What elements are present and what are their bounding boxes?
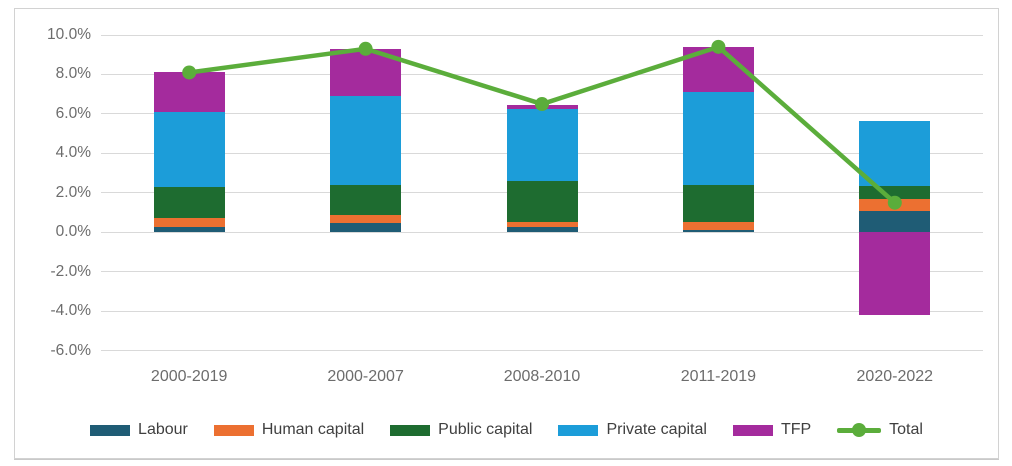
- legend-swatch-icon: [558, 424, 599, 436]
- y-axis-tick-label: 2.0%: [55, 183, 91, 201]
- y-axis-tick-label: -6.0%: [50, 341, 92, 359]
- bar-segment-human-capital: [859, 198, 931, 211]
- chart-frame: 10.0% 8.0% 6.0% 4.0% 2.0% 0.0% -2.0% -4.0% -6.0%…: [14, 8, 999, 459]
- gridline: [101, 271, 983, 273]
- bar-segment-private-capital: [153, 111, 225, 187]
- legend-item-labour: Labour: [90, 421, 188, 439]
- legend-line-marker-icon: [837, 423, 882, 437]
- legend-label: Human capital: [261, 421, 365, 438]
- bar-segment-tfp: [330, 48, 402, 97]
- bar-segment-private-capital: [859, 120, 931, 186]
- legend-swatch-icon: [213, 424, 254, 436]
- gridline: [101, 34, 983, 36]
- bar-segment-private-capital: [330, 96, 402, 185]
- bar-segment-tfp: [682, 46, 754, 93]
- x-axis-tick-label: 2011-2019: [680, 367, 757, 385]
- legend-item-human-capital: Human capital: [213, 421, 365, 439]
- bar-segment-labour: [330, 223, 402, 233]
- x-axis-tick-label: 2008-2010: [503, 367, 581, 385]
- y-axis-tick-label: 6.0%: [55, 104, 91, 122]
- y-axis-tick-label: 4.0%: [55, 144, 91, 162]
- bar-segment-private-capital: [506, 108, 578, 181]
- y-axis-tick-label: 8.0%: [55, 65, 91, 83]
- legend-item-private-capital: Private capital: [558, 421, 707, 439]
- legend-dot-icon: [852, 423, 867, 437]
- gridline: [101, 231, 983, 233]
- y-axis-tick-label: -2.0%: [50, 262, 92, 280]
- y-axis-tick-label: -4.0%: [50, 302, 92, 320]
- bar-segment-tfp: [859, 232, 931, 316]
- y-axis-tick-label: 0.0%: [55, 223, 91, 241]
- bar-segment-labour: [506, 227, 578, 233]
- legend-item-total: Total: [837, 421, 923, 439]
- legend-item-tfp: TFP: [732, 421, 812, 439]
- legend-label: Private capital: [606, 421, 707, 438]
- gridline: [101, 350, 983, 352]
- bar-segment-human-capital: [330, 214, 402, 224]
- bar-segment-public-capital: [506, 181, 578, 223]
- bar-segment-public-capital: [859, 185, 931, 199]
- bar-segment-public-capital: [330, 184, 402, 215]
- x-axis-tick-label: 2000-2019: [150, 367, 228, 385]
- legend-swatch-icon: [732, 424, 773, 436]
- legend-label: Labour: [138, 421, 188, 438]
- bar-segment-human-capital: [153, 218, 225, 228]
- legend-swatch-icon: [390, 424, 431, 436]
- bar-segment-labour: [153, 227, 225, 233]
- bar-segment-tfp: [153, 72, 225, 112]
- x-axis-tick-label: 2020-2022: [856, 367, 934, 385]
- legend-swatch-icon: [90, 424, 131, 436]
- bar-segment-labour: [859, 210, 931, 233]
- bar-segment-human-capital: [682, 222, 754, 231]
- bar-segment-public-capital: [682, 184, 754, 223]
- bar-segment-labour: [682, 230, 754, 233]
- bar-segment-human-capital: [506, 222, 578, 228]
- gridline: [101, 73, 983, 75]
- legend-item-public-capital: Public capital: [390, 421, 532, 439]
- x-axis-tick-label: 2000-2007: [327, 367, 404, 385]
- bar-segment-public-capital: [153, 186, 225, 219]
- bar-segment-tfp: [506, 105, 578, 109]
- y-axis-tick-label: 10.0%: [47, 26, 91, 43]
- legend-label: Total: [889, 421, 923, 438]
- bar-segment-private-capital: [682, 92, 754, 185]
- gridline: [101, 310, 983, 312]
- legend-label: TFP: [780, 421, 812, 438]
- legend-label: Public capital: [438, 421, 533, 438]
- legend: Labour Human capital Public capital Private…: [15, 421, 998, 439]
